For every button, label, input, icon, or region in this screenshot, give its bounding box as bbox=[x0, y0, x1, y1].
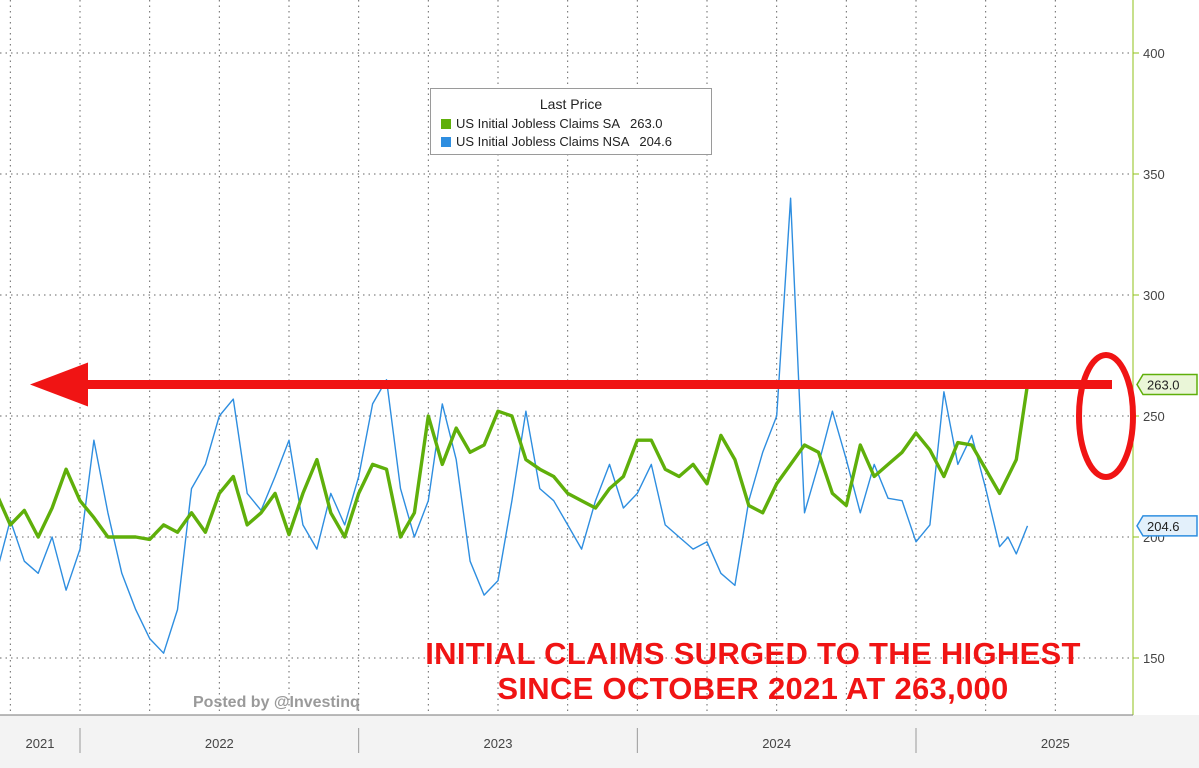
legend-value-sa: 263.0 bbox=[630, 116, 663, 131]
annotation-line-1: INITIAL CLAIMS SURGED TO THE HIGHEST bbox=[425, 636, 1081, 671]
legend-entry-sa: US Initial Jobless Claims SA 263.0 bbox=[441, 116, 663, 131]
x-tick-label-2024: 2024 bbox=[762, 736, 791, 751]
y-tick-label-300: 300 bbox=[1143, 288, 1165, 303]
legend-entry-nsa: US Initial Jobless Claims NSA 204.6 bbox=[441, 134, 672, 149]
last-value-tag-1 bbox=[1136, 515, 1198, 537]
x-tick-label-2023: 2023 bbox=[484, 736, 513, 751]
legend-swatch-nsa bbox=[441, 137, 451, 147]
series-sa-line bbox=[0, 384, 1030, 542]
reference-arrow-head bbox=[30, 362, 88, 407]
x-axis-band bbox=[0, 715, 1199, 768]
legend-value-nsa: 204.6 bbox=[639, 134, 672, 149]
last-value-tag-0 bbox=[1136, 373, 1198, 396]
series-nsa-line bbox=[0, 197, 1029, 654]
y-tick-label-350: 350 bbox=[1143, 167, 1165, 182]
y-tick-label-250: 250 bbox=[1143, 409, 1165, 424]
legend-label-nsa: US Initial Jobless Claims NSA bbox=[456, 134, 630, 149]
y-tick-label-400: 400 bbox=[1143, 46, 1165, 61]
last-value-label-0: 263.0 bbox=[1147, 378, 1180, 393]
headline-annotation: INITIAL CLAIMS SURGED TO THE HIGHEST SIN… bbox=[392, 636, 1114, 706]
legend-title: Last Price bbox=[539, 96, 603, 112]
highlight-circle bbox=[1076, 352, 1136, 480]
x-tick-label-2021: 2021 bbox=[26, 736, 55, 751]
chart-legend: Last Price US Initial Jobless Claims SA 2… bbox=[430, 88, 712, 155]
x-tick-label-2025: 2025 bbox=[1041, 736, 1070, 751]
last-value-label-1: 204.6 bbox=[1147, 519, 1180, 534]
x-tick-label-2022: 2022 bbox=[205, 736, 234, 751]
legend-label-sa: US Initial Jobless Claims SA bbox=[456, 116, 620, 131]
credit-text: Posted by @Investinq bbox=[193, 694, 360, 711]
annotation-line-2: SINCE OCTOBER 2021 AT 263,000 bbox=[497, 671, 1009, 706]
legend-swatch-sa bbox=[441, 119, 451, 129]
y-tick-label-150: 150 bbox=[1143, 651, 1165, 666]
